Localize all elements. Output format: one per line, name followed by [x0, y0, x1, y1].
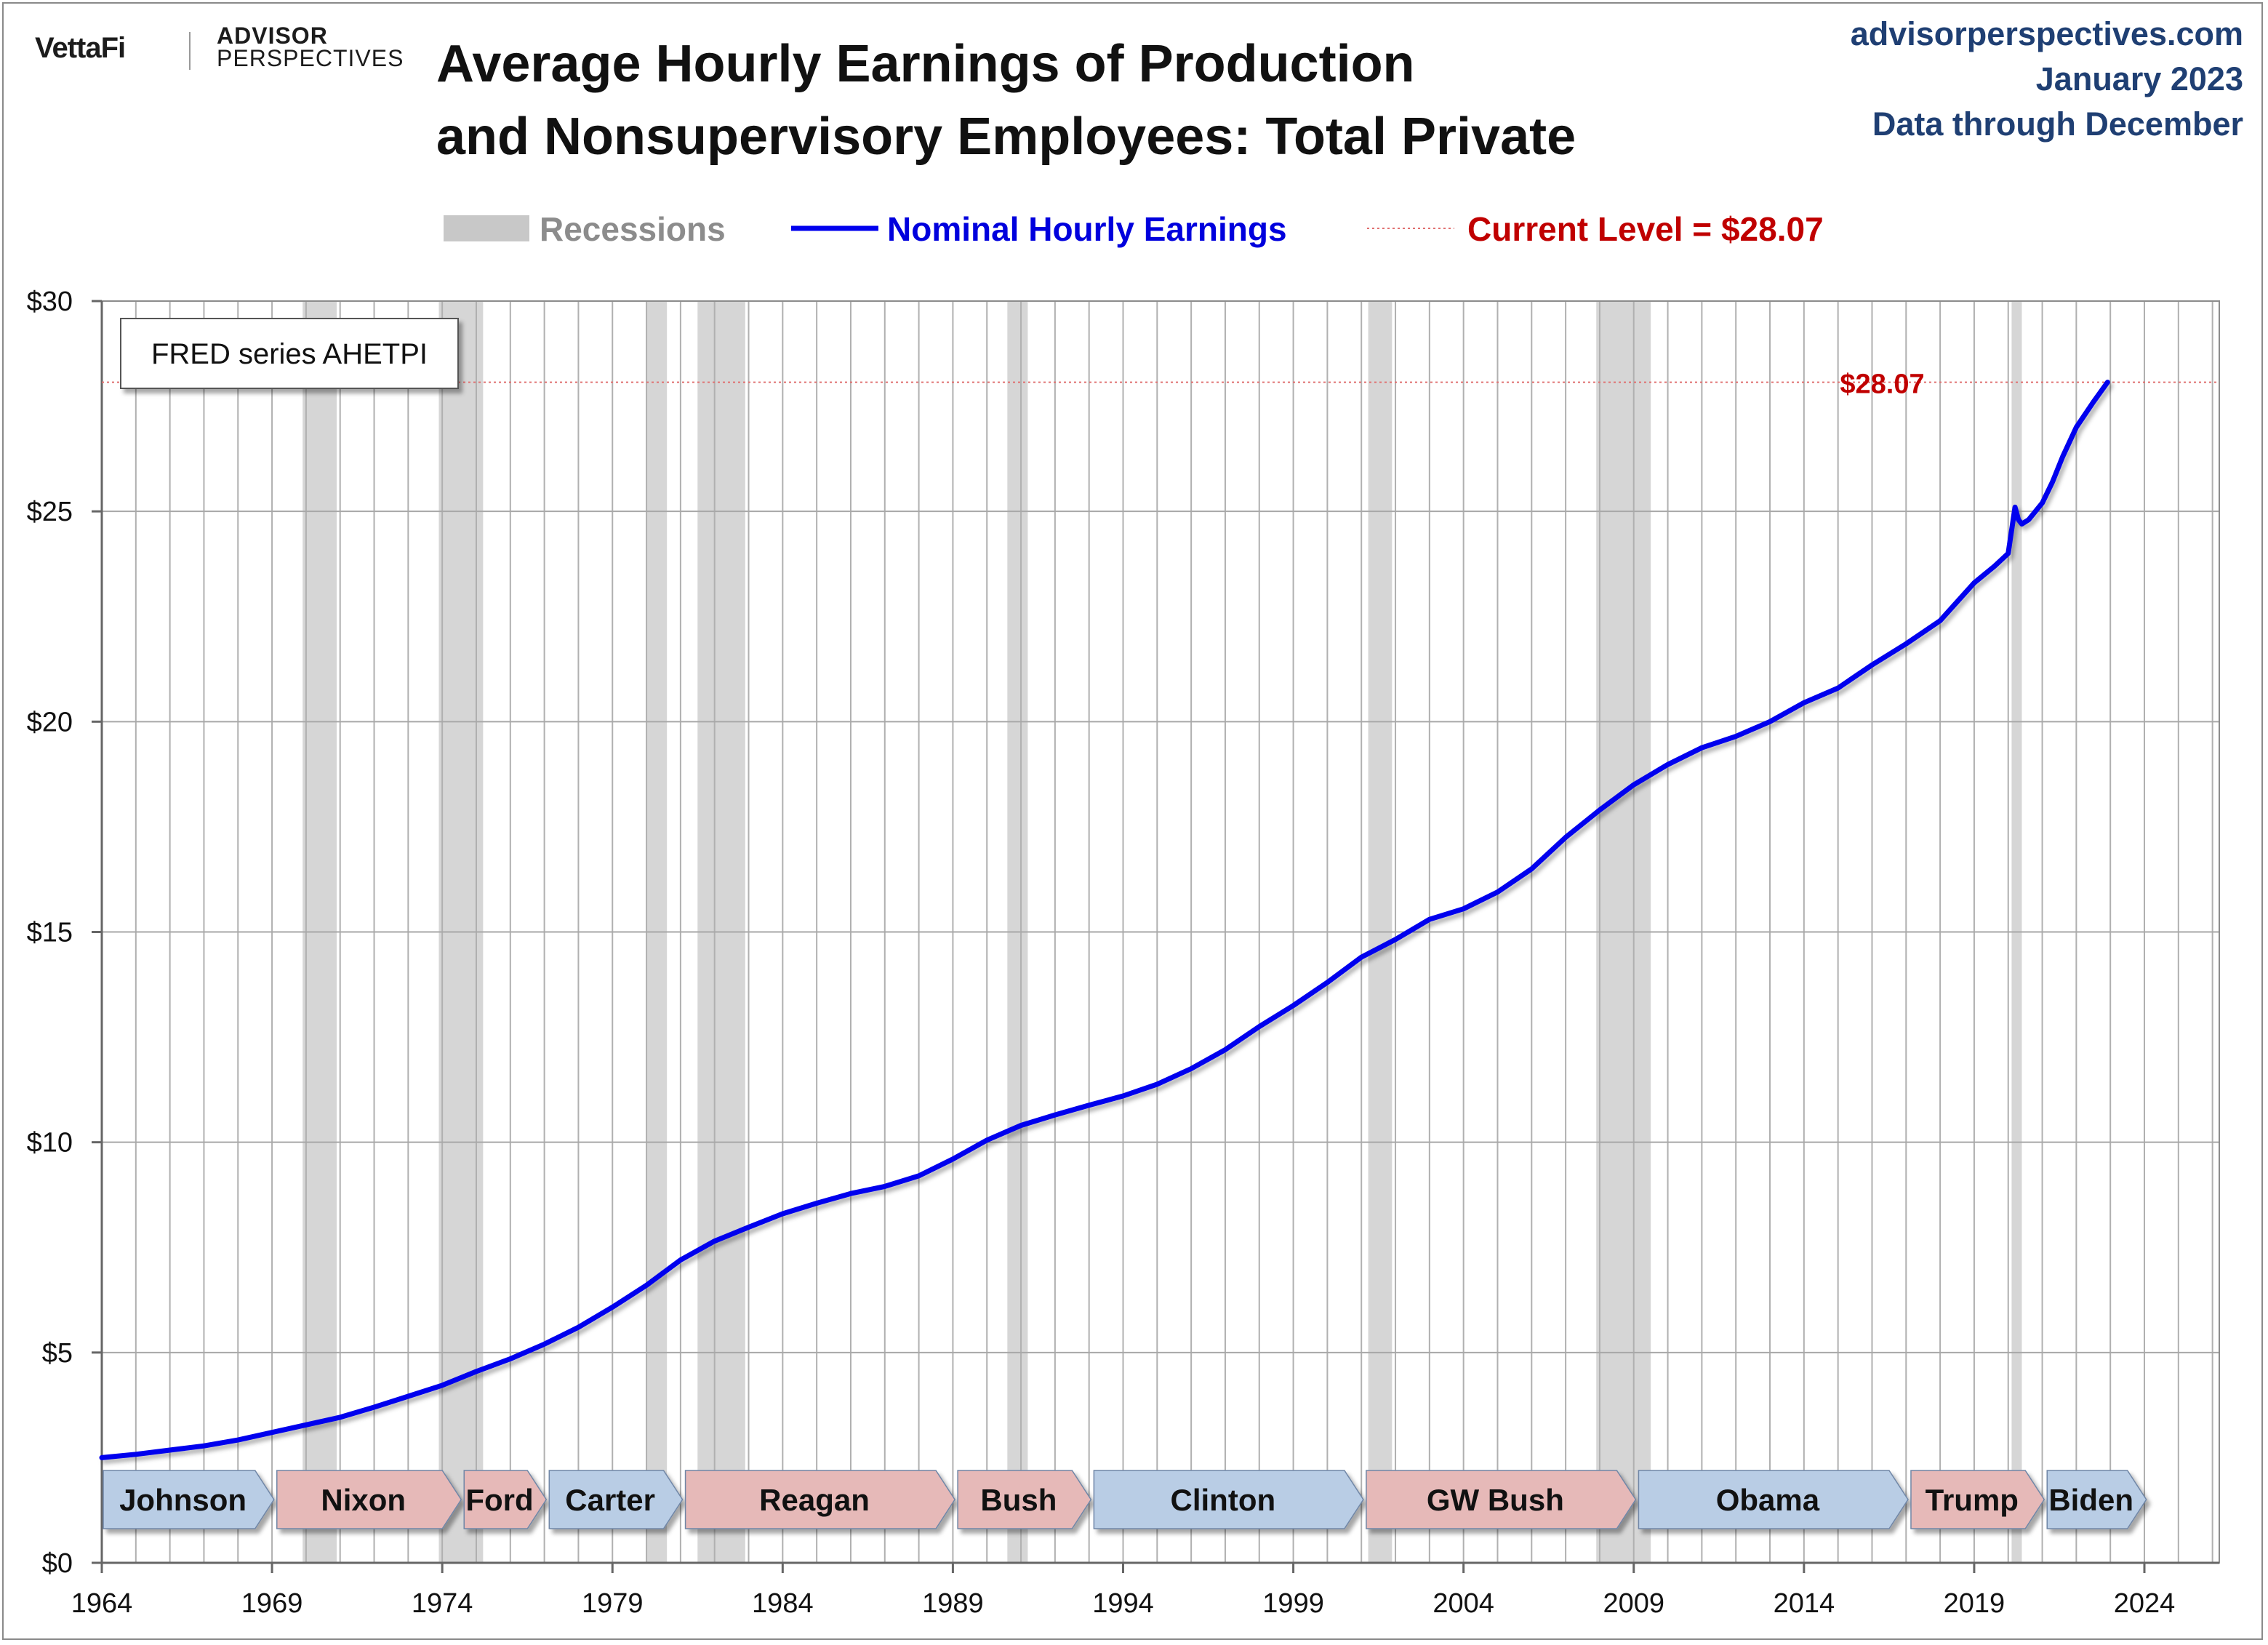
- source-info: advisorperspectives.com January 2023 Dat…: [1851, 12, 2243, 147]
- nominal-earnings-line: [99, 380, 2110, 1460]
- x-tick-label: 1969: [241, 1588, 303, 1619]
- x-tick-label: 1999: [1262, 1588, 1324, 1619]
- y-tick-label: $15: [27, 918, 73, 948]
- president-arrow: [957, 1470, 1092, 1529]
- advisor-perspectives-logo: ADVISOR PERSPECTIVES: [217, 23, 404, 71]
- axes: 1964 1969 1974 1979 1984 1989 1994 1999 2004 2009…: [27, 287, 2219, 1619]
- x-tick-label: 1974: [412, 1588, 473, 1619]
- x-tick-label: 2024: [2114, 1588, 2176, 1619]
- president-label: Reagan: [759, 1483, 870, 1517]
- x-tick-label: 2019: [1944, 1588, 2005, 1619]
- legend-level-label: Current Level = $28.07: [1467, 210, 1824, 248]
- president-arrow: [1910, 1470, 2045, 1529]
- president-label: Ford: [465, 1483, 533, 1517]
- legend-earnings-label: Nominal Hourly Earnings: [887, 210, 1287, 248]
- vettafi-logo: VettaFi: [35, 32, 126, 64]
- president-label: Johnson: [119, 1483, 247, 1517]
- president-arrow: [463, 1470, 548, 1529]
- president-arrow: [103, 1470, 275, 1529]
- president-label: GW Bush: [1427, 1483, 1564, 1517]
- x-tick-label: 1989: [922, 1588, 984, 1619]
- president-label: Nixon: [321, 1483, 406, 1517]
- president-label: Obama: [1716, 1483, 1820, 1517]
- president-label: Trump: [1926, 1483, 2019, 1517]
- legend-recessions-swatch: [444, 215, 529, 241]
- logo-divider: [189, 32, 191, 70]
- fred-series-box-bg: [120, 318, 459, 389]
- president-arrow: [2046, 1470, 2147, 1529]
- president-arrow: [1638, 1470, 1909, 1529]
- y-tick-label: $20: [27, 707, 73, 737]
- president-label: Carter: [565, 1483, 655, 1517]
- logo-advisor-text: ADVISOR: [217, 23, 328, 49]
- y-tick-label: $0: [42, 1548, 73, 1579]
- data-through-note: Data through December: [1872, 105, 2243, 143]
- president-label: Bush: [980, 1483, 1057, 1517]
- chart-title-line-1: Average Hourly Earnings of Production: [436, 35, 1415, 93]
- x-tick-label: 2009: [1603, 1588, 1664, 1619]
- x-tick-label: 1994: [1092, 1588, 1154, 1619]
- y-tick-label: $5: [42, 1338, 73, 1369]
- president-arrows: Johnson Nixon Ford Carter Reagan Bush Clinton G…: [103, 1470, 2147, 1529]
- x-tick-label: 1984: [752, 1588, 814, 1619]
- president-arrow: [684, 1470, 955, 1529]
- current-level-label: $28.07: [1840, 369, 1924, 400]
- source-site: advisorperspectives.com: [1850, 15, 2243, 52]
- gridlines: [101, 300, 2220, 1564]
- fred-series-label: FRED series AHETPI: [151, 338, 428, 370]
- president-arrow: [1093, 1470, 1364, 1529]
- president-arrow: [276, 1470, 462, 1529]
- legend: Recessions Nominal Hourly Earnings Current…: [444, 210, 1824, 248]
- president-label: Biden: [2048, 1483, 2133, 1517]
- president-label: Clinton: [1171, 1483, 1276, 1517]
- x-tick-label: 1979: [582, 1588, 644, 1619]
- y-tick-label: $30: [27, 287, 73, 317]
- fred-series-box: FRED series AHETPI: [120, 318, 459, 389]
- publish-date: January 2023: [2035, 60, 2243, 97]
- president-arrow: [1366, 1470, 1637, 1529]
- logo-perspectives-text: PERSPECTIVES: [217, 45, 404, 71]
- x-tick-label: 2004: [1432, 1588, 1494, 1619]
- y-tick-label: $25: [27, 497, 73, 527]
- x-tick-label: 1964: [71, 1588, 133, 1619]
- president-arrow: [548, 1470, 684, 1529]
- series-lines: [99, 380, 2110, 1460]
- legend-recessions-label: Recessions: [540, 210, 726, 248]
- y-tick-label: $10: [27, 1128, 73, 1158]
- x-tick-label: 2014: [1774, 1588, 1835, 1619]
